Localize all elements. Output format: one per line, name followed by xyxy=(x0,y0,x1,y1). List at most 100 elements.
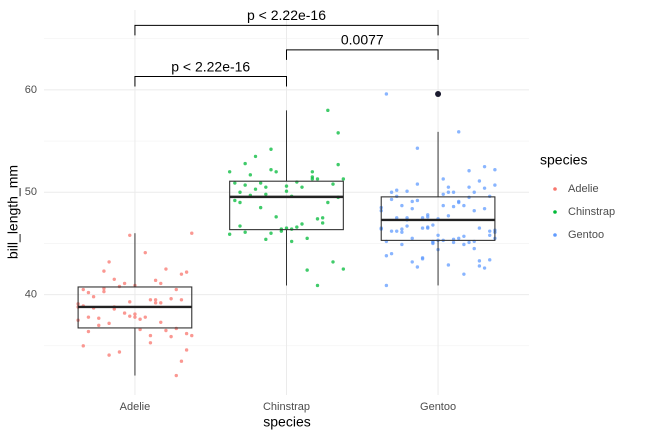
jitter-point xyxy=(488,229,492,233)
jitter-point xyxy=(102,289,106,294)
jitter-point xyxy=(86,329,91,334)
jitter-point xyxy=(400,227,404,231)
jitter-point xyxy=(238,200,242,205)
jitter-point xyxy=(184,270,189,274)
jitter-point xyxy=(472,246,476,251)
jitter-point xyxy=(179,298,184,302)
jitter-point xyxy=(169,334,173,339)
jitter-point xyxy=(405,224,409,228)
jitter-point xyxy=(462,242,466,247)
jitter-point xyxy=(415,146,420,150)
jitter-point xyxy=(400,203,404,208)
jitter-point xyxy=(153,301,158,305)
jitter-point xyxy=(436,233,440,237)
jitter-point xyxy=(451,204,456,209)
jitter-point xyxy=(477,259,482,263)
jitter-point xyxy=(389,190,394,194)
jitter-point xyxy=(331,182,335,186)
jitter-point xyxy=(336,162,340,167)
jitter-point xyxy=(420,257,425,261)
jitter-point xyxy=(174,373,178,378)
jitter-point xyxy=(269,231,273,235)
jitter-point xyxy=(284,184,289,188)
y-tick-label: 60 xyxy=(25,84,37,96)
jitter-point xyxy=(148,333,153,338)
jitter-point xyxy=(451,240,456,245)
jitter-point xyxy=(305,268,309,272)
jitter-point xyxy=(493,168,497,172)
jitter-point xyxy=(128,233,132,237)
jitter-point xyxy=(289,239,294,244)
jitter-point xyxy=(107,353,111,357)
legend-label: Chinstrap xyxy=(568,206,615,218)
jitter-point xyxy=(410,236,414,241)
jitter-point xyxy=(295,225,299,229)
jitter-point xyxy=(384,283,389,288)
jitter-point xyxy=(320,216,325,220)
bracket-label: p < 2.22e-16 xyxy=(171,58,250,74)
jitter-point xyxy=(133,315,137,319)
jitter-point xyxy=(472,208,476,213)
jitter-point xyxy=(284,226,289,230)
x-tick-label: Chinstrap xyxy=(263,401,310,413)
jitter-point xyxy=(143,250,147,255)
jitter-point xyxy=(395,188,399,192)
jitter-point xyxy=(284,189,289,193)
jitter-point xyxy=(400,242,404,247)
jitter-point xyxy=(472,190,476,194)
jitter-point xyxy=(441,192,445,197)
jitter-point xyxy=(238,190,242,194)
jitter-point xyxy=(264,237,268,242)
jitter-point xyxy=(410,199,414,204)
jitter-point xyxy=(441,177,445,181)
jitter-point xyxy=(384,254,389,258)
jitter-point xyxy=(97,323,101,328)
y-tick-label: 40 xyxy=(25,289,37,301)
jitter-point xyxy=(81,287,85,292)
jitter-point xyxy=(279,229,284,233)
y-tick-label: 50 xyxy=(25,186,37,198)
jitter-point xyxy=(253,187,258,191)
jitter-point xyxy=(341,267,346,271)
jitter-point xyxy=(310,170,315,174)
jitter-point xyxy=(482,186,487,190)
jitter-point xyxy=(300,185,304,189)
jitter-point xyxy=(128,300,132,304)
jitter-point xyxy=(467,240,471,245)
jitter-point xyxy=(138,317,142,321)
jitter-point xyxy=(122,311,127,315)
jitter-point xyxy=(310,175,315,179)
jitter-point xyxy=(488,258,492,262)
box xyxy=(380,196,496,241)
jitter-point xyxy=(341,177,346,181)
jitter-point xyxy=(258,181,263,185)
jitter-point xyxy=(107,321,111,326)
x-tick-label: Adelie xyxy=(120,401,151,413)
jitter-point xyxy=(415,198,420,203)
legend-key xyxy=(553,210,557,214)
jitter-point xyxy=(477,226,482,230)
jitter-point xyxy=(305,236,309,241)
jitter-point xyxy=(457,236,461,241)
jitter-point xyxy=(174,287,178,292)
jitter-point xyxy=(420,226,425,230)
jitter-point xyxy=(462,234,466,238)
legend-key xyxy=(553,233,557,237)
jitter-point xyxy=(326,200,330,205)
jitter-point xyxy=(336,131,340,135)
jitter-point xyxy=(112,277,116,281)
jitter-point xyxy=(384,92,389,96)
jitter-point xyxy=(264,185,268,189)
jitter-point xyxy=(238,224,242,228)
jitter-point xyxy=(467,169,471,173)
jitter-point xyxy=(133,312,137,316)
jitter-point xyxy=(164,328,168,333)
jitter-point xyxy=(315,283,320,288)
jitter-point xyxy=(102,286,106,291)
jitter-point xyxy=(253,154,258,159)
jitter-point xyxy=(169,297,173,301)
jitter-point xyxy=(159,301,163,305)
jitter-point xyxy=(159,320,163,325)
bracket xyxy=(134,76,287,87)
